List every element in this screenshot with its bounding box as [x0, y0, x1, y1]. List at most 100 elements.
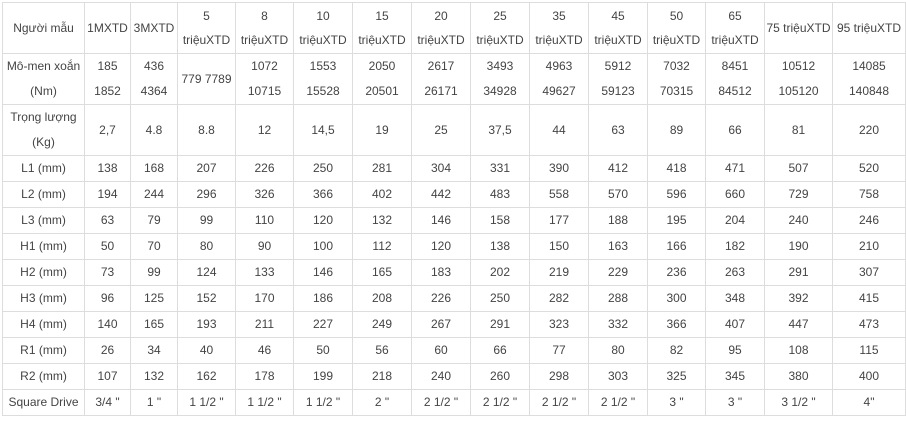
torque-cell: 779 7789	[177, 53, 236, 105]
torque-value: 34928	[483, 84, 517, 98]
table-cell: 80	[588, 337, 648, 364]
torque-value: 436	[143, 59, 165, 73]
torque-value: 105120	[778, 84, 819, 98]
table-cell: 2 1/2 "	[470, 389, 530, 416]
table-cell: 250	[470, 285, 530, 312]
table-cell: 304	[411, 155, 471, 182]
table-cell: 178	[235, 363, 294, 390]
table-cell: 165	[352, 259, 412, 286]
table-cell: 332	[588, 311, 648, 338]
table-cell: 1 1/2 "	[235, 389, 294, 416]
table-row: Trọng lượng (Kg) 2,7 4.8 8.8 12 14,5 19 25 37,5 4…	[2, 104, 906, 156]
table-cell: 202	[470, 259, 530, 286]
table-cell: 132	[130, 363, 178, 390]
table-cell: 77	[529, 337, 589, 364]
table-cell: 66	[705, 104, 765, 156]
torque-value: 20501	[365, 84, 399, 98]
table-cell: 120	[293, 207, 353, 234]
torque-value: 140848	[848, 84, 890, 98]
table-cell: 96	[84, 285, 131, 312]
table-cell: 250	[293, 155, 353, 182]
table-cell: 218	[352, 363, 412, 390]
table-cell: 366	[647, 311, 706, 338]
table-cell: 558	[529, 181, 589, 208]
column-header: 10 triệuXTD	[293, 2, 353, 54]
torque-value: 2050	[368, 59, 396, 73]
table-cell: 56	[352, 337, 412, 364]
table-cell: 570	[588, 181, 648, 208]
table-cell: 236	[647, 259, 706, 286]
table-cell: 26	[84, 337, 131, 364]
row-label: L3 (mm)	[2, 207, 85, 234]
table-row: R1 (mm) 26 34 40 46 50 56 60 66 77 80 82 95 108 115	[2, 337, 906, 364]
table-cell: 3 "	[705, 389, 765, 416]
row-label: Trọng lượng (Kg)	[2, 104, 85, 156]
table-cell: 60	[411, 337, 471, 364]
table-cell: 3/4 "	[84, 389, 131, 416]
table-row: R2 (mm) 107 132 162 178 199 218 240 260 298 303 325…	[2, 363, 906, 390]
table-cell: 25	[411, 104, 471, 156]
torque-cell: 2050 20501	[352, 53, 412, 105]
table-cell: 331	[470, 155, 530, 182]
table-cell: 99	[130, 259, 178, 286]
table-cell: 199	[293, 363, 353, 390]
table-cell: 112	[352, 233, 412, 260]
torque-value: 84512	[718, 84, 752, 98]
torque-value: 26171	[424, 84, 458, 98]
torque-value: 1072	[251, 59, 278, 73]
table-cell: 263	[705, 259, 765, 286]
torque-cell: 1553 15528	[293, 53, 353, 105]
torque-value: 10715	[247, 84, 282, 98]
torque-value: 59123	[601, 84, 635, 98]
row-label: H3 (mm)	[2, 285, 85, 312]
table-cell: 219	[529, 259, 589, 286]
header-row: Người mẫu 1MXTD 3MXTD 5 triệuXTD 8 triệuXTD 1…	[2, 2, 906, 54]
table-cell: 90	[235, 233, 294, 260]
table-cell: 226	[411, 285, 471, 312]
table-cell: 323	[529, 311, 589, 338]
torque-value: 185	[97, 59, 118, 73]
table-cell: 99	[177, 207, 236, 234]
table-cell: 46	[235, 337, 294, 364]
table-cell: 204	[705, 207, 765, 234]
torque-value: 1553	[309, 59, 337, 73]
table-cell: 194	[84, 181, 131, 208]
table-cell: 146	[411, 207, 471, 234]
table-cell: 34	[130, 337, 178, 364]
table-cell: 193	[177, 311, 236, 338]
table-cell: 325	[647, 363, 706, 390]
table-cell: 12	[235, 104, 294, 156]
table-cell: 73	[84, 259, 131, 286]
row-label: L1 (mm)	[2, 155, 85, 182]
table-cell: 260	[470, 363, 530, 390]
row-label: H2 (mm)	[2, 259, 85, 286]
table-cell: 249	[352, 311, 412, 338]
column-header: 75 triệuXTD	[764, 2, 833, 54]
table-cell: 80	[177, 233, 236, 260]
column-header: 50 triệuXTD	[647, 2, 706, 54]
table-cell: 44	[529, 104, 589, 156]
torque-cell: 1072 10715	[235, 53, 294, 105]
table-row: L3 (mm) 63 79 99 110 120 132 146 158 177 188 195 204…	[2, 207, 906, 234]
table-cell: 418	[647, 155, 706, 182]
table-cell: 81	[764, 104, 833, 156]
table-cell: 170	[235, 285, 294, 312]
torque-value: 5912	[604, 59, 632, 73]
table-cell: 158	[470, 207, 530, 234]
table-cell: 3 "	[647, 389, 706, 416]
table-cell: 660	[705, 181, 765, 208]
table-cell: 89	[647, 104, 706, 156]
table-cell: 412	[588, 155, 648, 182]
table-cell: 82	[647, 337, 706, 364]
torque-value: 8451	[721, 59, 749, 73]
torque-value: 49627	[542, 84, 576, 98]
table-cell: 207	[177, 155, 236, 182]
table-cell: 138	[470, 233, 530, 260]
row-label: H4 (mm)	[2, 311, 85, 338]
table-cell: 447	[764, 311, 833, 338]
table-cell: 1 1/2 "	[293, 389, 353, 416]
row-label: R1 (mm)	[2, 337, 85, 364]
table-cell: 110	[235, 207, 294, 234]
column-header: 45 triệuXTD	[588, 2, 648, 54]
row-label: L2 (mm)	[2, 181, 85, 208]
